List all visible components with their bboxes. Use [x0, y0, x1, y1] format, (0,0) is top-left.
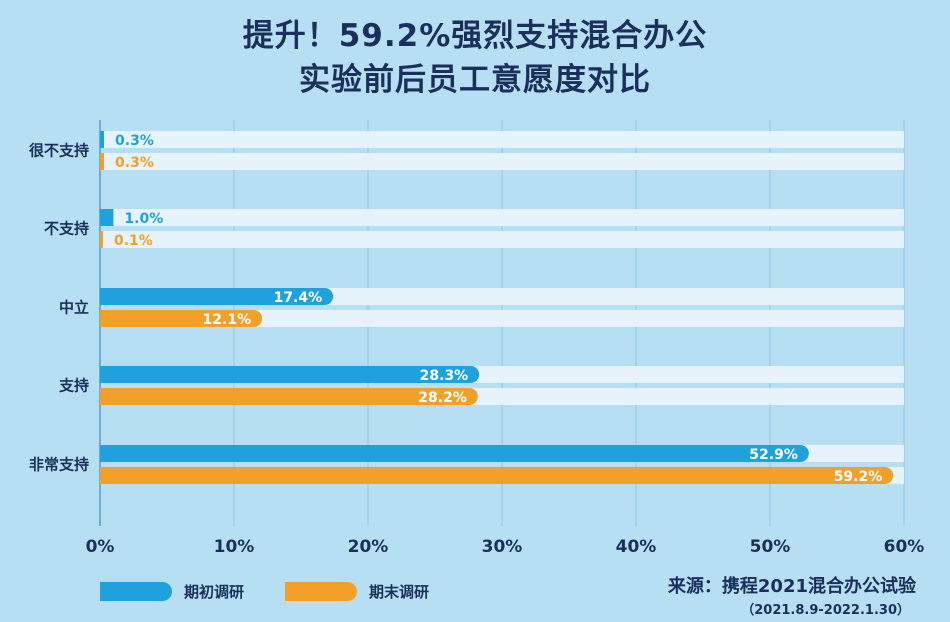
data-label: 12.1%: [203, 312, 252, 328]
data-label: 0.1%: [114, 233, 153, 249]
x-tick-label: 40%: [616, 537, 657, 557]
chart-title: 提升！59.2%强烈支持混合办公: [242, 18, 708, 54]
x-tick-label: 20%: [348, 537, 389, 557]
x-tick-label: 60%: [884, 537, 925, 557]
data-label: 28.2%: [418, 390, 467, 406]
bar-base: [100, 153, 105, 170]
data-label: 28.3%: [420, 368, 469, 384]
source-period: （2021.8.9-2022.1.30）: [741, 603, 910, 618]
category-label: 支持: [58, 377, 89, 395]
data-label: 17.4%: [274, 290, 323, 306]
bar: [100, 445, 809, 462]
category-label: 很不支持: [28, 142, 89, 160]
bar: [100, 366, 480, 383]
bar-base: [100, 288, 117, 305]
bar-base: [100, 445, 117, 462]
category-label: 中立: [59, 299, 89, 317]
bar: [100, 388, 478, 405]
bar-base: [100, 366, 117, 383]
bar-base: [100, 131, 105, 148]
data-label: 59.2%: [834, 469, 883, 485]
legend-item-final: 期末调研: [285, 581, 429, 602]
x-tick-label: 10%: [214, 537, 255, 557]
bar-base: [100, 209, 114, 226]
bar: [100, 288, 334, 305]
legend-swatch-final: [285, 582, 357, 601]
category-label: 不支持: [44, 220, 89, 238]
bar-base: [100, 310, 117, 327]
x-tick-label: 50%: [750, 537, 791, 557]
legend-swatch-initial: [100, 582, 172, 601]
data-label: 0.3%: [115, 155, 154, 171]
data-label: 0.3%: [115, 133, 154, 149]
bar-track: [100, 231, 904, 248]
bar-base: [100, 467, 117, 484]
x-tick-label: 30%: [482, 537, 523, 557]
bar-track: [100, 310, 904, 327]
source-note: 来源：携程2021混合办公试验: [667, 576, 916, 597]
chart-subtitle: 实验前后员工意愿度对比: [299, 62, 651, 98]
bar: [100, 467, 894, 484]
bar-track: [100, 131, 904, 148]
data-label: 52.9%: [749, 447, 798, 463]
bar-base: [100, 388, 117, 405]
bar-base: [100, 231, 103, 248]
bar-track: [100, 153, 904, 170]
x-tick-label: 0%: [86, 537, 115, 557]
legend-label-final: 期末调研: [369, 583, 430, 601]
data-label: 1.0%: [124, 211, 163, 227]
category-label: 非常支持: [29, 456, 89, 474]
bar-track: [100, 209, 904, 226]
bar: [100, 310, 263, 327]
legend-label-initial: 期初调研: [184, 583, 245, 601]
legend-item-initial: 期初调研: [100, 581, 244, 602]
